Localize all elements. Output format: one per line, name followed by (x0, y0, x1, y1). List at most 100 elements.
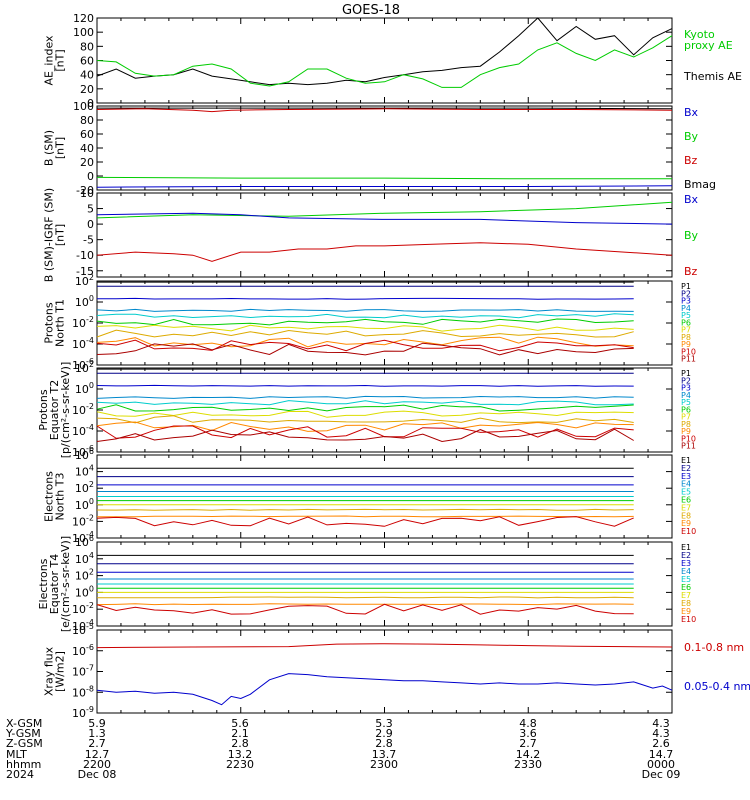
series-line-P11 (96, 428, 634, 443)
y-tick-label: 10-4 (72, 423, 94, 438)
y-tick-label: 100 (75, 584, 94, 599)
series-line-P10 (96, 339, 634, 352)
channel-label-E4: E4 (681, 480, 691, 489)
channel-label-P6: P6 (681, 318, 691, 327)
y-axis-label: Electrons (37, 558, 50, 609)
channel-label-P3: P3 (681, 297, 691, 306)
channel-label-P4: P4 (681, 391, 691, 400)
legend-entry: Themis AE (683, 70, 742, 83)
y-tick-label: 100 (75, 497, 94, 512)
channel-label-P11: P11 (681, 442, 696, 451)
y-axis-label: Equator T2 (48, 380, 61, 440)
y-tick-label: 10-2 (72, 402, 94, 417)
channel-label-E10: E10 (681, 615, 696, 624)
y-axis-label: North T3 (54, 473, 67, 521)
series-line-P6 (96, 318, 634, 326)
channel-label-P7: P7 (681, 326, 691, 335)
x-axis-value: 0000 (647, 758, 675, 771)
y-tick-label: 102 (75, 568, 94, 583)
legend-entry: 0.05-0.4 nm (684, 680, 750, 693)
channel-label-E3: E3 (681, 472, 691, 481)
y-tick-label: 104 (75, 551, 94, 566)
y-tick-label: -20 (76, 184, 94, 197)
series-line-Bmag (97, 107, 673, 110)
y-tick-label: 102 (75, 360, 94, 375)
y-axis-label: Equator T4 (48, 554, 61, 614)
x-axis-value: 5.6 (231, 717, 249, 730)
y-tick-label: 0 (87, 218, 94, 231)
channel-label-P3: P3 (681, 384, 691, 393)
y-tick-label: 106 (75, 447, 94, 462)
y-tick-label: 102 (75, 273, 94, 288)
channel-label-P7: P7 (681, 413, 691, 422)
y-tick-label: 10-2 (72, 601, 94, 616)
series-line-P8 (96, 415, 634, 424)
series-line-E9 (96, 515, 634, 518)
y-axis-label: [nT] (54, 49, 67, 71)
series-line-P4 (96, 395, 634, 399)
x-axis-value: 3.6 (519, 727, 537, 740)
channel-label-P9: P9 (681, 340, 691, 349)
y-tick-label: 20 (80, 83, 94, 96)
channel-label-P5: P5 (681, 311, 691, 320)
y-tick-label: 100 (73, 100, 94, 113)
y-tick-label: 10-2 (72, 315, 94, 330)
y-tick-label: 0 (87, 170, 94, 183)
series-line-P7 (96, 410, 634, 418)
legend-entry: By (684, 130, 699, 143)
channel-label-P11: P11 (681, 355, 696, 364)
y-tick-label: 106 (75, 534, 94, 549)
channel-label-E6: E6 (681, 583, 691, 592)
series-line-P4 (96, 308, 634, 312)
row-label-hhmm: hhmm (6, 758, 41, 771)
channel-label-P1: P1 (681, 282, 691, 291)
channel-label-E3: E3 (681, 559, 691, 568)
series-line-P10 (96, 425, 634, 439)
series-line-Kyoto-proxy-AE (96, 35, 673, 88)
series-line-0.1-0.8-nm (96, 643, 673, 649)
y-tick-label: 10-8 (72, 684, 94, 699)
row-label-mlt: MLT (6, 748, 27, 761)
y-tick-label: 10-4 (72, 336, 94, 351)
y-tick-label: 102 (75, 480, 94, 495)
legend-entry: Bz (684, 265, 698, 278)
y-tick-label: 100 (75, 294, 94, 309)
chart-title: GOES-18 (342, 3, 400, 18)
series-line-P9 (96, 421, 634, 432)
y-tick-label: 100 (73, 26, 94, 39)
y-tick-label: 60 (80, 128, 94, 141)
y-tick-label: 0 (87, 97, 94, 110)
legend-entry: Kyoto (684, 28, 715, 41)
y-tick-label: -5 (83, 234, 94, 247)
legend-entry: proxy AE (684, 39, 733, 52)
panel-frame (96, 629, 673, 714)
channel-label-P4: P4 (681, 304, 691, 313)
channel-label-E6: E6 (681, 496, 691, 505)
x-axis-value: 5.9 (88, 717, 106, 730)
channel-label-E2: E2 (681, 464, 691, 473)
channel-label-E5: E5 (681, 488, 691, 497)
panel-frame (96, 192, 673, 278)
x-axis-value: 2.7 (519, 737, 537, 750)
channel-label-P8: P8 (681, 420, 691, 429)
y-tick-label: 10-7 (72, 664, 94, 679)
channel-label-P1: P1 (681, 369, 691, 378)
legend-entry: Bx (684, 106, 699, 119)
series-line-Bx (96, 185, 673, 188)
channel-label-P10: P10 (681, 434, 696, 443)
channel-label-P2: P2 (681, 376, 691, 385)
panel-bigrf: -15 -10 -5 0 5 10 B (SM)-IGRF (SM)[nT] Bx By Bz (43, 187, 699, 282)
y-tick-label: 100 (75, 381, 94, 396)
x-axis-value: 14.7 (649, 748, 674, 761)
x-axis-value: 13.7 (372, 748, 397, 761)
y-tick-label: -15 (76, 265, 94, 278)
y-axis-label: [p/(cm²-s-sr-keV)] (59, 362, 72, 459)
series-line-E8 (96, 596, 634, 599)
series-line-E10 (96, 516, 634, 527)
y-tick-label: 20 (80, 156, 94, 169)
